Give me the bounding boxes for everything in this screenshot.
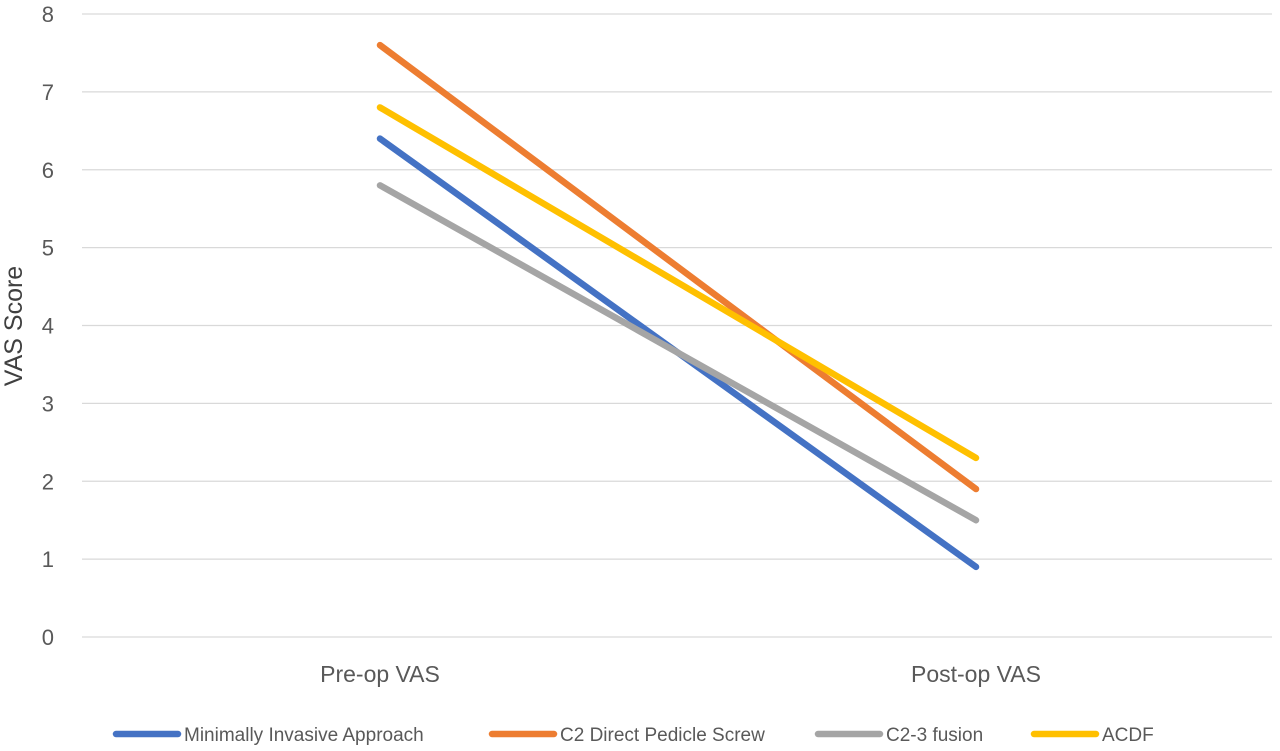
legend: Minimally Invasive Approach C2 Direct Ped… (112, 725, 1154, 746)
y-tick-label: 4 (42, 314, 54, 339)
y-tick-label: 1 (42, 547, 54, 572)
series-line-1 (376, 41, 980, 493)
y-tick-label: 5 (42, 236, 54, 261)
series-line-2 (376, 182, 980, 524)
legend-label: Minimally Invasive Approach (184, 725, 424, 746)
y-axis-ticks: 0 1 2 3 4 5 6 7 8 (42, 2, 54, 650)
y-tick-label: 2 (42, 469, 54, 494)
y-tick-label: 0 (42, 625, 54, 650)
y-tick-label: 7 (42, 80, 54, 105)
y-tick-label: 8 (42, 2, 54, 27)
legend-label: ACDF (1102, 725, 1154, 746)
gridlines (82, 13, 1272, 638)
y-tick-label: 6 (42, 158, 54, 183)
y-tick-label: 3 (42, 391, 54, 416)
x-axis-categories: Pre-op VAS Post-op VAS (320, 661, 1041, 687)
legend-label: C2 Direct Pedicle Screw (560, 725, 765, 746)
x-category-label: Post-op VAS (911, 661, 1041, 687)
series-lines (376, 41, 980, 571)
x-category-label: Pre-op VAS (320, 661, 440, 687)
legend-label: C2-3 fusion (886, 725, 983, 746)
y-axis-label: VAS Score (0, 266, 28, 386)
series-line-3 (376, 104, 980, 462)
